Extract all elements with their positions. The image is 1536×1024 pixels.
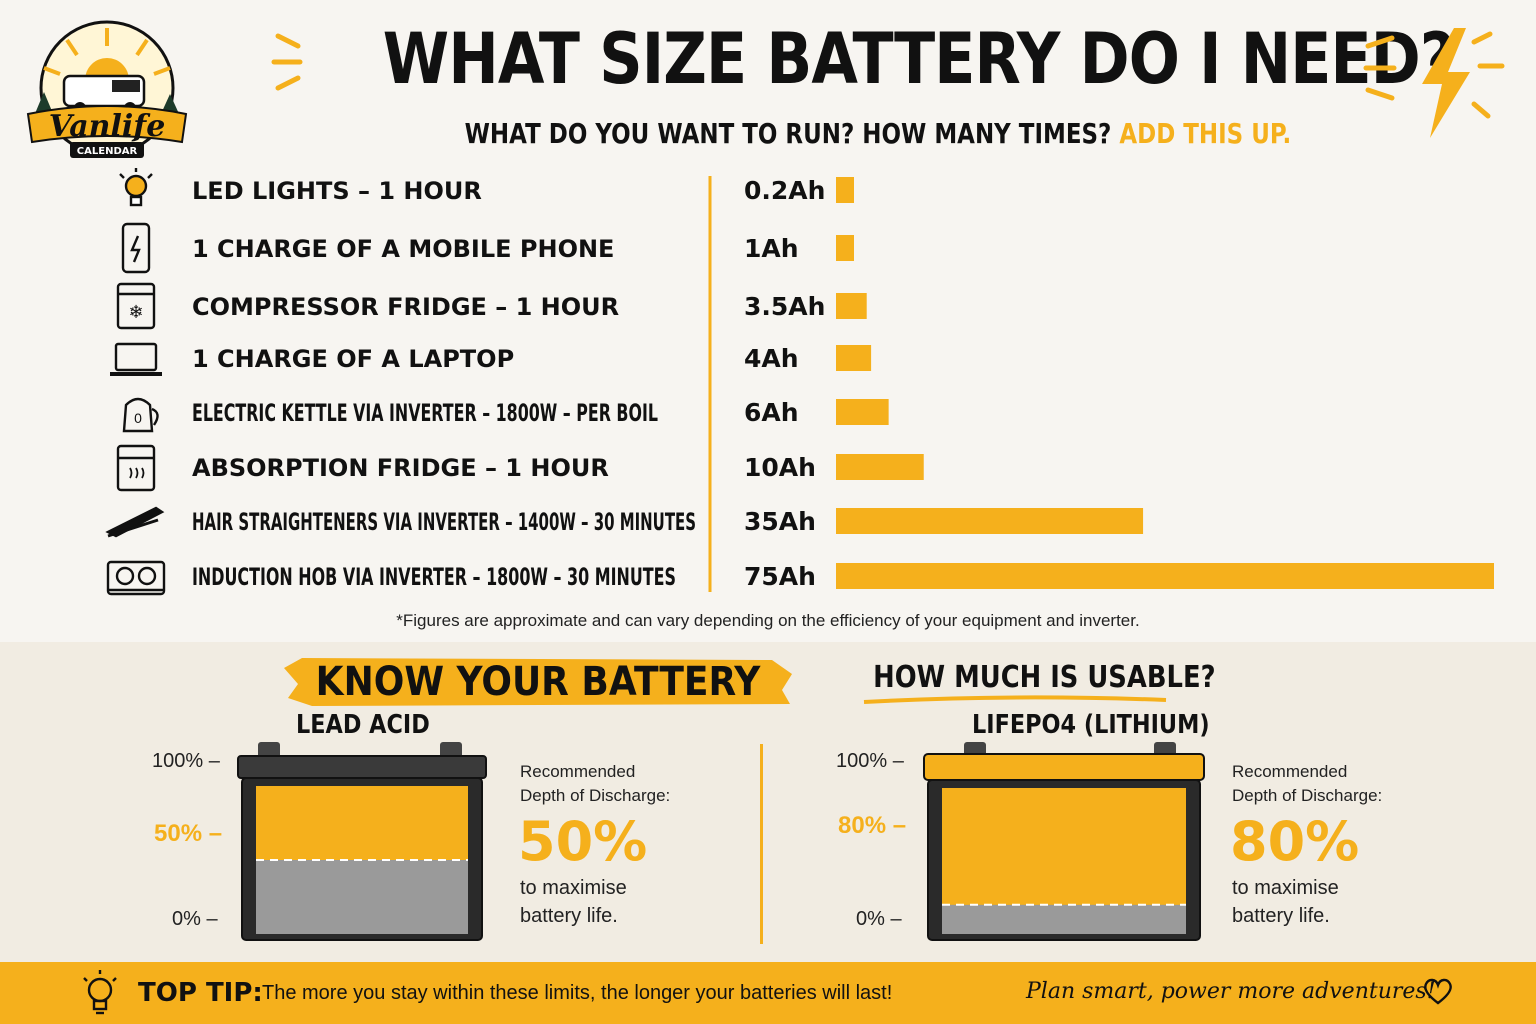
value-label: 10Ah [744,453,816,482]
battery-usage-chart: ❄ 0 LED LIGHTS – 1 HOUR 1 CHARGE OF A MOB… [105,168,1494,596]
subtitle-accent: ADD THIS UP. [1119,117,1292,150]
value-label: 75Ah [744,562,816,591]
laptop-icon [110,342,162,376]
bar [836,235,854,261]
bar [836,508,1144,534]
lead-tick-0: 0% – [172,908,218,930]
lightning-bolt-icon [1363,28,1505,138]
item-label: LED LIGHTS – 1 HOUR [192,177,482,205]
lithium-rec-line1: Recommended [1232,762,1348,781]
bar [836,454,924,480]
hair-straightener-icon [105,506,165,538]
lithium-tick-0: 0% – [856,908,902,930]
logo-sub: CALENDAR [77,146,138,157]
lead-rec-line1: Recommended [520,762,636,781]
value-label: 1Ah [744,234,799,263]
lithium-title: LIFEPO4 (LITHIUM) [972,710,1210,740]
bar [836,293,867,319]
item-label: HAIR STRAIGHTENERS VIA INVERTER – 1400W … [192,508,696,536]
lead-tick-50: 50% – [154,820,223,847]
tip-tagline: Plan smart, power more adventures! [1026,979,1436,1004]
vanlife-calendar-logo: Vanlife CALENDAR [26,20,188,158]
lithium-tick-80: 80% – [838,812,907,839]
lead-tail2: battery life. [520,905,618,927]
lead-acid-battery-icon [237,742,487,941]
tip-title: TOP TIP: [138,978,263,1008]
footnote: *Figures are approximate and can vary de… [396,611,1140,630]
subtitle-main: WHAT DO YOU WANT TO RUN? HOW MANY TIMES? [464,117,1112,150]
lithium-tail1: to maximise [1232,877,1339,899]
item-label: ELECTRIC KETTLE VIA INVERTER – 1800W – P… [192,399,658,427]
svg-text:0: 0 [134,410,142,426]
brush-highlight [284,658,792,706]
know-your-battery-title: KNOW YOUR BATTERY [315,659,761,705]
lead-dod-percent: 50% [518,810,648,873]
value-label: 3.5Ah [744,292,825,321]
lead-rec-line2: Depth of Discharge: [520,786,671,805]
tip-text: The more you stay within these limits, t… [262,982,893,1004]
lithium-tick-100: 100% – [836,750,904,772]
lightbulb-icon [119,168,153,207]
usable-title: HOW MUCH IS USABLE? [873,660,1216,695]
value-label: 35Ah [744,507,816,536]
usable-underline [863,695,1167,704]
induction-hob-icon [106,560,166,596]
lead-acid-title: LEAD ACID [296,710,430,740]
absorption-fridge-icon [116,444,156,492]
heart-icon [1424,978,1452,1005]
lithium-rec-line2: Depth of Discharge: [1232,786,1383,805]
item-label: ABSORPTION FRIDGE – 1 HOUR [192,454,609,482]
lead-tick-100: 100% – [152,750,220,772]
tip-lightbulb-icon [83,970,117,1015]
value-label: 4Ah [744,344,799,373]
bar [836,563,1494,589]
lead-tail1: to maximise [520,877,627,899]
top-tip-bar [0,962,1536,1024]
mobile-phone-icon [121,222,151,274]
lithium-battery-icon [923,742,1205,941]
value-label: 6Ah [744,398,799,427]
item-label: 1 CHARGE OF A MOBILE PHONE [192,235,614,263]
lithium-tail2: battery life. [1232,905,1330,927]
title-spark-left-icon [271,33,303,91]
bar [836,399,889,425]
logo-name: Vanlife [49,109,166,144]
svg-text:❄: ❄ [128,302,143,322]
kettle-icon: 0 [122,397,159,433]
bar [836,177,854,203]
subtitle: WHAT DO YOU WANT TO RUN? HOW MANY TIMES?… [464,112,1292,156]
item-label: 1 CHARGE OF A LAPTOP [192,345,514,373]
compressor-fridge-icon: ❄ [116,282,156,330]
page-title: WHAT SIZE BATTERY DO I NEED? [382,18,1455,100]
lithium-dod-percent: 80% [1230,810,1360,873]
bar [836,345,872,371]
item-label: INDUCTION HOB VIA INVERTER – 1800W – 30 … [192,563,676,591]
battery-divider [760,744,763,944]
item-label: COMPRESSOR FRIDGE – 1 HOUR [192,293,619,321]
value-label: 0.2Ah [744,176,825,205]
